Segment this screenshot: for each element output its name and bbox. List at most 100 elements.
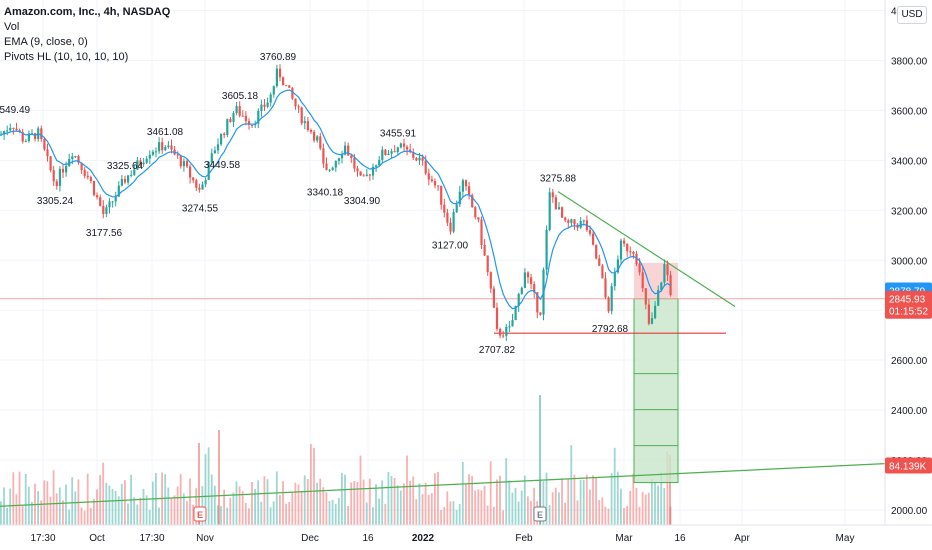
volume-bar: [12, 472, 15, 525]
price-tick-label: 2600.00: [891, 356, 928, 367]
candle-body: [30, 133, 34, 135]
volume-bar: [52, 470, 55, 525]
volume-bar: [486, 505, 489, 525]
volume-bar: [570, 445, 573, 525]
candle-body: [399, 143, 402, 148]
volume-bar: [275, 471, 278, 525]
candle-body: [328, 169, 331, 171]
volume-bar: [232, 492, 235, 525]
volume-bar: [427, 494, 430, 525]
volume-bar: [108, 485, 111, 525]
volume-bar: [424, 482, 427, 525]
candle-body: [545, 229, 548, 270]
legend-pivots[interactable]: Pivots HL (10, 10, 10, 10): [4, 51, 129, 63]
last-price-label: 2845.93: [889, 295, 926, 306]
volume-bar: [359, 455, 362, 525]
volume-bar: [443, 507, 446, 525]
candle-body: [492, 288, 495, 308]
candle-body: [657, 289, 660, 306]
candle-body: [123, 178, 127, 183]
volume-bar: [406, 455, 408, 525]
candle-body: [182, 161, 185, 167]
volume-bar: [117, 496, 120, 525]
volume-bar: [179, 474, 182, 525]
candle-body: [440, 185, 443, 205]
candle-body: [6, 130, 9, 132]
candle-body: [471, 194, 474, 208]
candle-body: [105, 207, 108, 215]
candle-body: [505, 326, 508, 336]
candle-body: [635, 253, 638, 264]
time-tick-label: 16: [362, 533, 374, 544]
volume-bar: [421, 494, 424, 525]
candle-body: [406, 146, 409, 150]
candle-body: [80, 162, 83, 171]
pivot-label: 3455.91: [380, 128, 417, 139]
candle-body: [592, 233, 595, 245]
candle-body: [49, 156, 52, 171]
volume-bar: [260, 501, 263, 525]
volume-bar: [666, 451, 669, 525]
volume-bar: [499, 475, 501, 525]
volume-bar: [412, 476, 415, 525]
volume-bar: [489, 461, 492, 525]
volume-bar: [418, 483, 421, 525]
volume-bar: [465, 484, 467, 525]
candle-body: [610, 286, 613, 312]
symbol-title[interactable]: Amazon.com, Inc., 4h, NASDAQ: [4, 6, 171, 18]
candle-body: [179, 155, 182, 167]
candle-body: [340, 154, 344, 159]
volume-bar: [86, 473, 89, 525]
volume-bar: [403, 483, 405, 525]
candle-body: [523, 272, 526, 288]
volume-bar: [114, 490, 117, 525]
time-tick-label: Dec: [301, 533, 319, 544]
volume-bar: [496, 479, 498, 525]
candle-body: [52, 170, 55, 182]
volume-bar: [0, 501, 2, 525]
legend-vol[interactable]: Vol: [4, 21, 20, 33]
volume-bar: [170, 497, 173, 525]
volume-bar: [502, 510, 504, 525]
volume-bar: [527, 496, 529, 525]
volume-bar: [508, 480, 511, 525]
legend-ema[interactable]: EMA (9, close, 0): [4, 36, 88, 48]
candle-body: [511, 320, 514, 327]
volume-bar: [387, 471, 390, 525]
volume-bar: [229, 497, 232, 525]
volume-bar: [136, 504, 139, 525]
candle-body: [359, 171, 362, 176]
volume-bar: [142, 488, 145, 525]
volume-bar: [15, 494, 18, 525]
volume-bar: [124, 480, 126, 525]
long-position-tool: [633, 262, 679, 484]
volume-bar: [99, 475, 101, 525]
volume-bar: [226, 507, 229, 525]
candle-body: [437, 185, 440, 187]
pivot-label: 3274.55: [182, 204, 219, 215]
volume-bar: [517, 501, 520, 525]
volume-bar: [542, 481, 545, 525]
time-axis: 17:30 Oct 17:30 Nov Dec 16 2022 Feb Mar 16 Apr May: [0, 524, 932, 544]
volume-bar: [49, 496, 52, 525]
volume-bar: [396, 485, 399, 525]
candle-body: [502, 335, 505, 337]
volume-bar: [341, 472, 343, 525]
pivot-label: 3305.24: [37, 196, 74, 207]
volume-bar: [610, 472, 613, 525]
volume-bar: [613, 447, 616, 525]
volume-bar: [279, 495, 281, 525]
candle-body: [508, 326, 511, 328]
candle-body: [660, 282, 663, 290]
candle-body: [483, 244, 486, 256]
volume-bar: [43, 480, 46, 525]
currency-button[interactable]: USD: [897, 6, 927, 24]
candle-body: [223, 133, 226, 136]
candle-body: [285, 85, 288, 87]
pivot-label: 3461.08: [147, 127, 184, 138]
candle-body: [517, 293, 520, 307]
volume-bar: [285, 503, 287, 525]
candle-body: [58, 168, 61, 187]
